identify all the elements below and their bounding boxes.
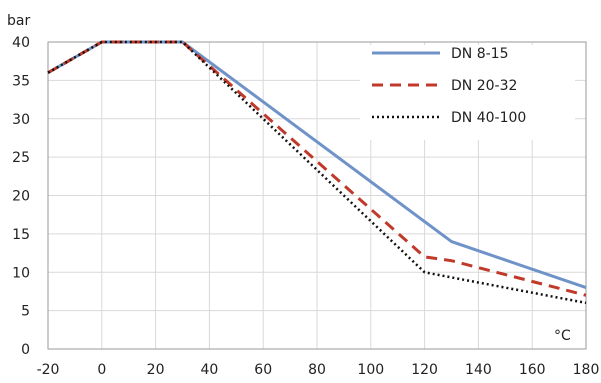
x-tick-label: 20 — [147, 362, 165, 378]
x-tick-label: 80 — [308, 362, 326, 378]
x-tick-label: 140 — [465, 362, 492, 378]
legend-label: DN 8-15 — [451, 46, 508, 62]
y-tick-label: 25 — [12, 150, 30, 166]
x-tick-label: 120 — [411, 362, 438, 378]
x-tick-label: 100 — [357, 362, 384, 378]
x-tick-labels: -20 0 20 40 60 80 100 120 140 160 180 — [37, 362, 600, 378]
legend: DN 8-15 DN 20-32 DN 40-100 — [360, 45, 575, 140]
series-lines — [47, 40, 587, 305]
legend-label: DN 20-32 — [451, 78, 517, 94]
y-tick-label: 20 — [12, 189, 30, 205]
y-tick-label: 40 — [12, 35, 30, 51]
y-tick-label: 30 — [12, 112, 30, 128]
y-tick-label: 35 — [12, 73, 30, 89]
x-tick-label: 180 — [573, 362, 600, 378]
legend-label: DN 40-100 — [451, 110, 526, 126]
legend-box — [360, 45, 575, 140]
x-tick-label: 0 — [97, 362, 106, 378]
x-axis-unit: °C — [554, 328, 571, 344]
plot-border — [47, 41, 587, 350]
x-tick-label: -20 — [37, 362, 60, 378]
y-tick-label: 10 — [12, 265, 30, 281]
y-axis-unit: bar — [7, 13, 30, 29]
y-tick-label: 0 — [21, 342, 30, 358]
y-tick-labels: 0 5 10 15 20 25 30 35 40 — [12, 35, 30, 358]
y-tick-label: 5 — [21, 304, 30, 320]
y-tick-label: 15 — [12, 227, 30, 243]
x-tick-label: 60 — [254, 362, 272, 378]
x-tick-label: 160 — [519, 362, 546, 378]
x-tick-label: 40 — [200, 362, 218, 378]
series-line-dn-40-100 — [47, 40, 587, 305]
